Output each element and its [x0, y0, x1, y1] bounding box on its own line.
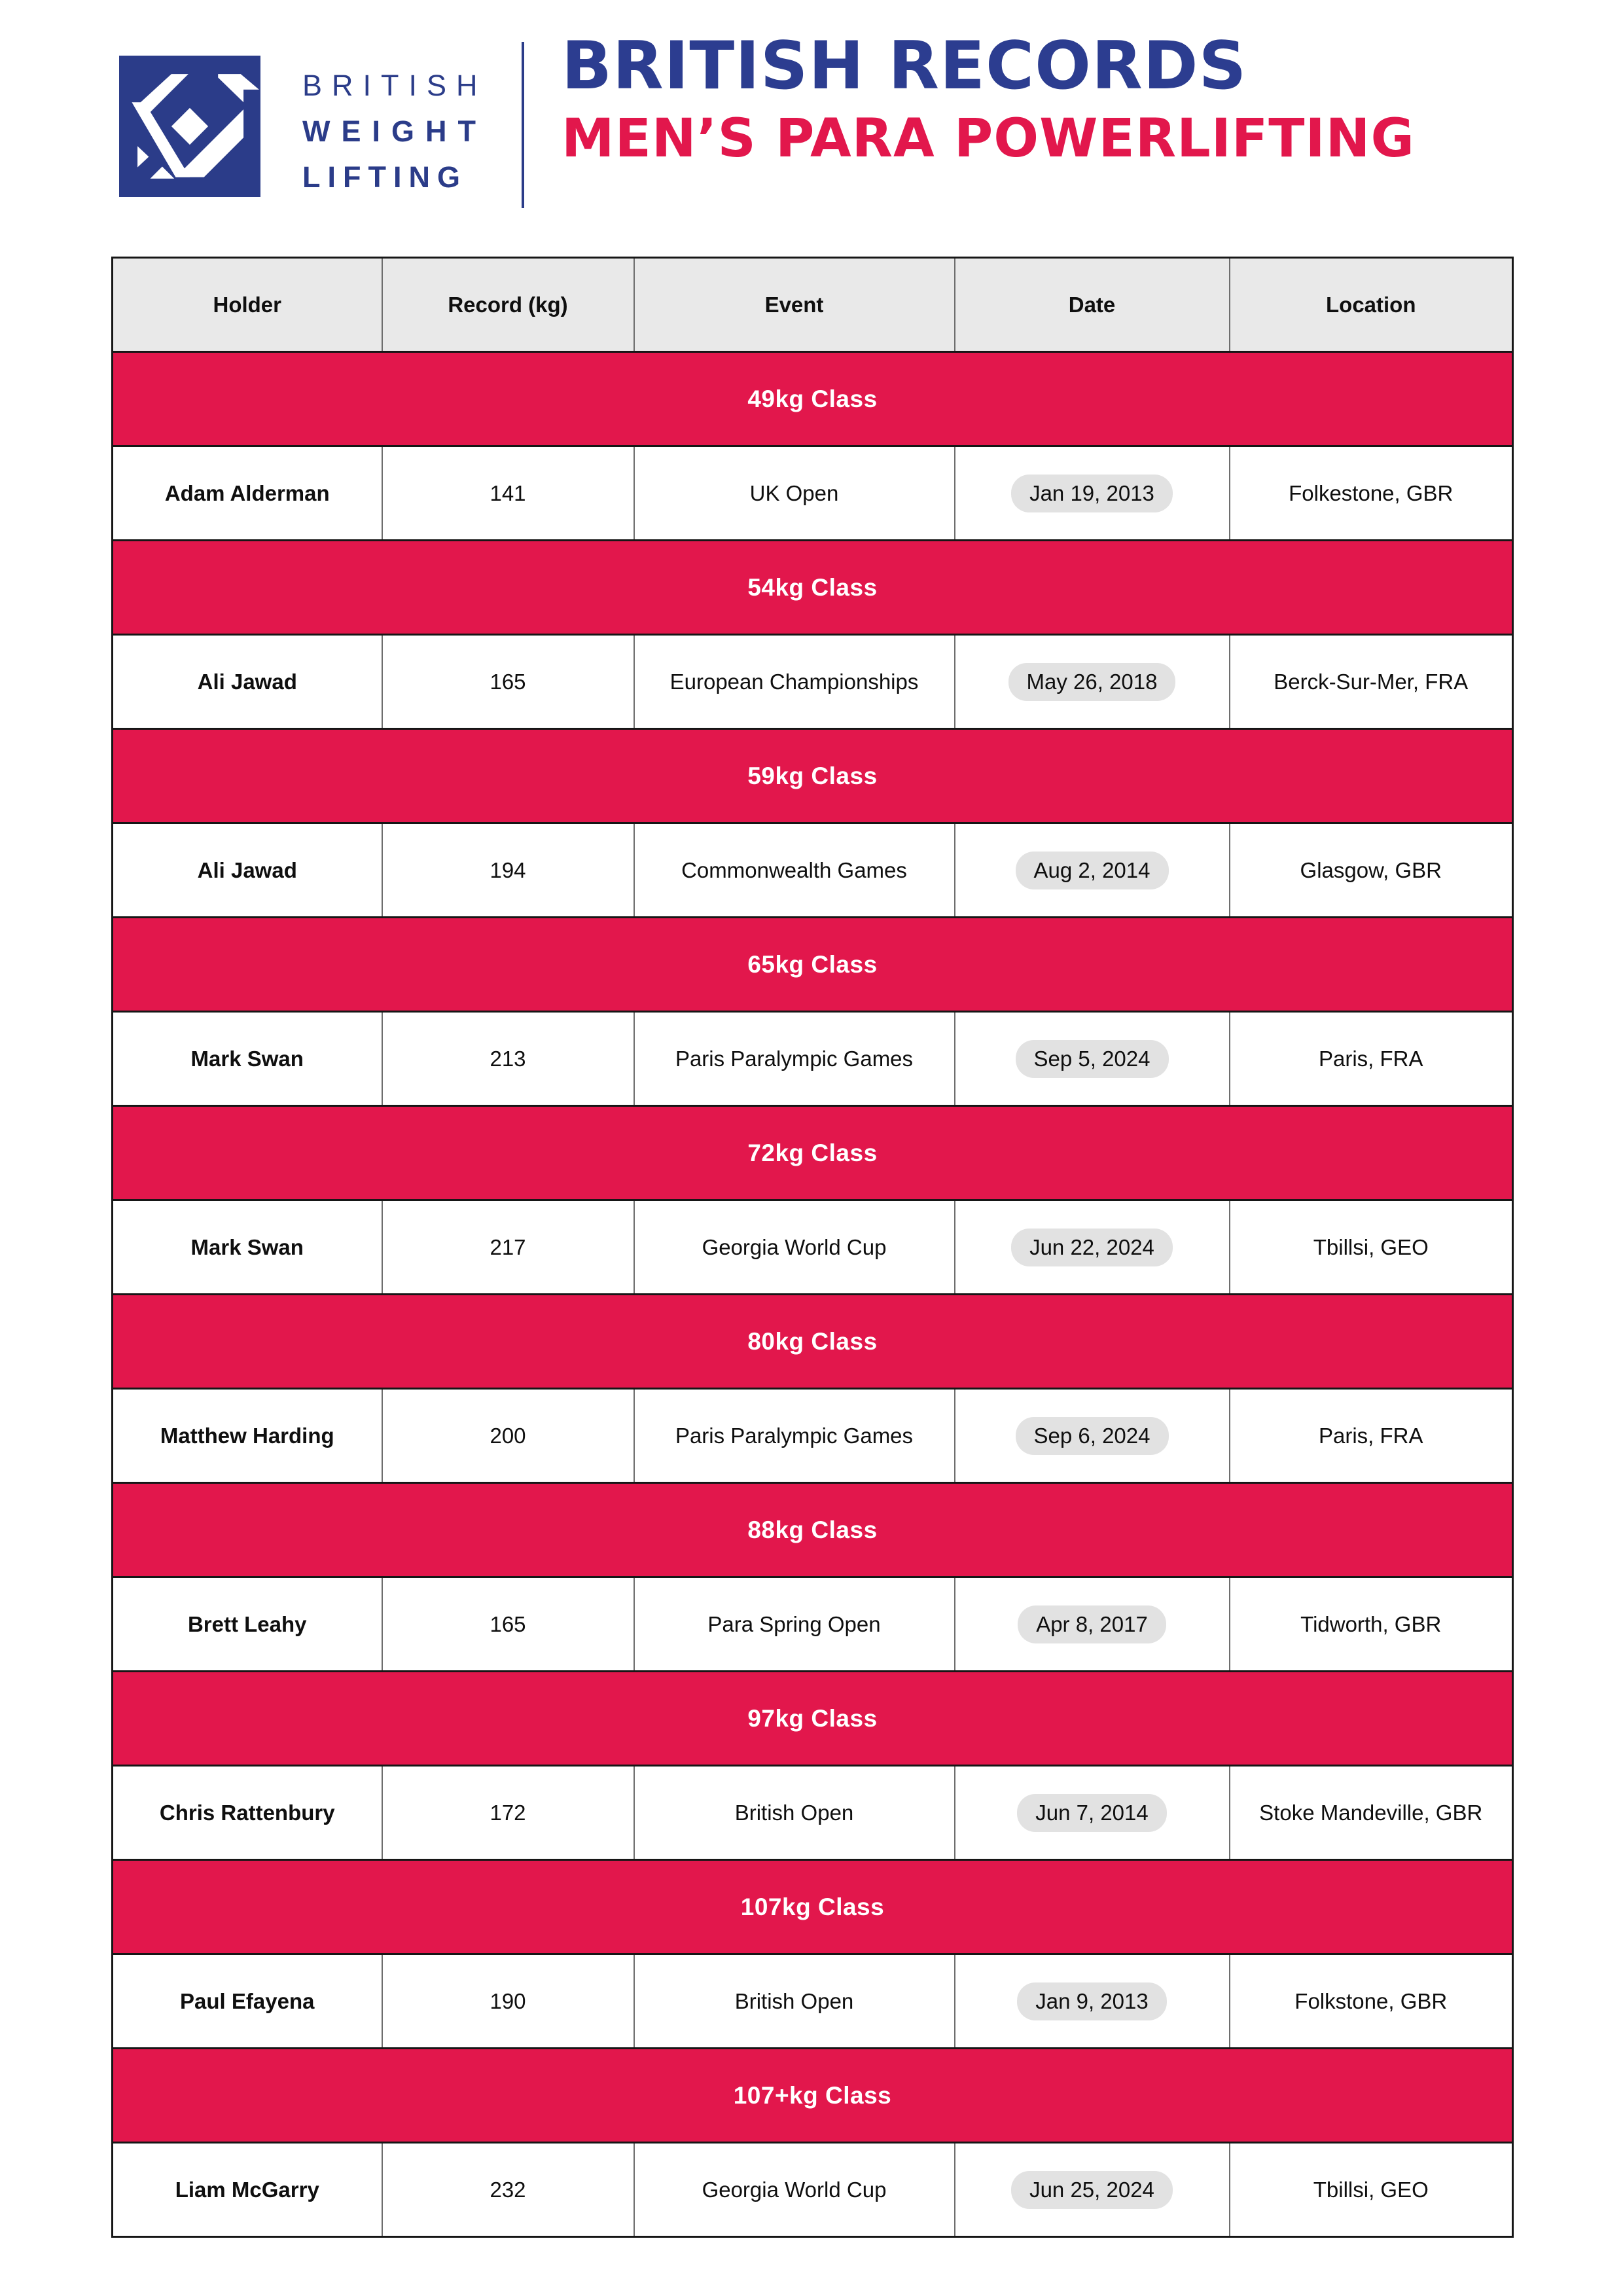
class-band-49kg: 49kg Class: [111, 351, 1514, 447]
column-header-date: Date: [954, 257, 1230, 353]
event-cell: Para Spring Open: [633, 1576, 955, 1672]
wordmark-line-british: BRITISH: [302, 69, 488, 102]
class-band-54kg: 54kg Class: [111, 539, 1514, 636]
record-row-88kg: Brett Leahy 165 Para Spring Open Apr 8, …: [111, 1576, 1514, 1672]
bwl-wordmark: BRITISH WEIGHT LIFTING: [302, 63, 488, 200]
date-cell: Jan 19, 2013: [954, 445, 1230, 541]
location-cell: Tbillsi, GEO: [1228, 2142, 1514, 2238]
wordmark-line-weight: WEIGHT: [302, 115, 487, 148]
class-band-88kg: 88kg Class: [111, 1482, 1514, 1578]
date-pill: Jan 19, 2013: [1011, 474, 1173, 512]
date-pill: Jun 25, 2024: [1011, 2170, 1173, 2209]
column-header-location: Location: [1228, 257, 1514, 353]
location-cell: Glasgow, GBR: [1228, 822, 1514, 918]
event-cell: Paris Paralympic Games: [633, 1011, 955, 1107]
record-row-59kg: Ali Jawad 194 Commonwealth Games Aug 2, …: [111, 822, 1514, 918]
holder-cell: Chris Rattenbury: [111, 1765, 383, 1861]
date-cell: Jun 25, 2024: [954, 2142, 1230, 2238]
date-cell: Jan 9, 2013: [954, 1953, 1230, 2049]
date-pill: Jan 9, 2013: [1017, 1982, 1167, 2020]
date-pill: Sep 6, 2024: [1015, 1416, 1169, 1455]
header-divider: [522, 42, 524, 208]
date-cell: Apr 8, 2017: [954, 1576, 1230, 1672]
event-cell: Commonwealth Games: [633, 822, 955, 918]
date-cell: May 26, 2018: [954, 634, 1230, 730]
date-cell: Sep 5, 2024: [954, 1011, 1230, 1107]
record-row-97kg: Chris Rattenbury 172 British Open Jun 7,…: [111, 1765, 1514, 1861]
record-cell: 232: [381, 2142, 635, 2238]
record-row-72kg: Mark Swan 217 Georgia World Cup Jun 22, …: [111, 1199, 1514, 1295]
date-pill: Aug 2, 2014: [1015, 851, 1169, 889]
holder-cell: Mark Swan: [111, 1199, 383, 1295]
class-band-97kg: 97kg Class: [111, 1670, 1514, 1767]
column-header-record: Record (kg): [381, 257, 635, 353]
location-cell: Folkstone, GBR: [1228, 1953, 1514, 2049]
event-cell: Georgia World Cup: [633, 2142, 955, 2238]
record-cell: 141: [381, 445, 635, 541]
title-block: BRITISH RECORDS MEN’S PARA POWERLIFTING: [562, 26, 1415, 170]
holder-cell: Ali Jawad: [111, 822, 383, 918]
event-cell: Paris Paralympic Games: [633, 1388, 955, 1484]
page-title: BRITISH RECORDS: [562, 27, 1247, 104]
location-cell: Tidworth, GBR: [1228, 1576, 1514, 1672]
record-row-80kg: Matthew Harding 200 Paris Paralympic Gam…: [111, 1388, 1514, 1484]
page-subtitle: MEN’S PARA POWERLIFTING: [562, 108, 1415, 170]
holder-cell: Ali Jawad: [111, 634, 383, 730]
event-cell: UK Open: [633, 445, 955, 541]
column-header-event: Event: [633, 257, 955, 353]
date-cell: Jun 7, 2014: [954, 1765, 1230, 1861]
event-cell: British Open: [633, 1953, 955, 2049]
date-pill: Apr 8, 2017: [1018, 1605, 1166, 1643]
bwl-logo-mark-icon: [119, 56, 260, 197]
holder-cell: Mark Swan: [111, 1011, 383, 1107]
record-cell: 217: [381, 1199, 635, 1295]
location-cell: Folkestone, GBR: [1228, 445, 1514, 541]
date-pill: Jun 7, 2014: [1017, 1793, 1167, 1832]
record-cell: 190: [381, 1953, 635, 2049]
event-cell: British Open: [633, 1765, 955, 1861]
record-row-65kg: Mark Swan 213 Paris Paralympic Games Sep…: [111, 1011, 1514, 1107]
date-pill: Sep 5, 2024: [1015, 1039, 1169, 1078]
class-band-80kg: 80kg Class: [111, 1293, 1514, 1390]
event-cell: Georgia World Cup: [633, 1199, 955, 1295]
date-pill: Jun 22, 2024: [1011, 1228, 1173, 1266]
record-row-107pluskg: Liam McGarry 232 Georgia World Cup Jun 2…: [111, 2142, 1514, 2238]
date-cell: Jun 22, 2024: [954, 1199, 1230, 1295]
class-band-59kg: 59kg Class: [111, 728, 1514, 824]
record-cell: 213: [381, 1011, 635, 1107]
location-cell: Stoke Mandeville, GBR: [1228, 1765, 1514, 1861]
location-cell: Berck-Sur-Mer, FRA: [1228, 634, 1514, 730]
page-header: BRITISH WEIGHT LIFTING BRITISH RECORDS M…: [0, 0, 1623, 257]
record-row-49kg: Adam Alderman 141 UK Open Jan 19, 2013 F…: [111, 445, 1514, 541]
column-header-row: Holder Record (kg) Event Date Location: [111, 257, 1514, 353]
location-cell: Paris, FRA: [1228, 1388, 1514, 1484]
location-cell: Paris, FRA: [1228, 1011, 1514, 1107]
record-row-54kg: Ali Jawad 165 European Championships May…: [111, 634, 1514, 730]
class-band-107kg: 107kg Class: [111, 1859, 1514, 1955]
event-cell: European Championships: [633, 634, 955, 730]
holder-cell: Matthew Harding: [111, 1388, 383, 1484]
record-cell: 194: [381, 822, 635, 918]
wordmark-line-lifting: LIFTING: [302, 160, 467, 194]
class-band-65kg: 65kg Class: [111, 916, 1514, 1013]
class-band-72kg: 72kg Class: [111, 1105, 1514, 1201]
holder-cell: Adam Alderman: [111, 445, 383, 541]
date-pill: May 26, 2018: [1008, 662, 1176, 701]
records-table: Holder Record (kg) Event Date Location 4…: [111, 257, 1514, 2238]
record-row-107kg: Paul Efayena 190 British Open Jan 9, 201…: [111, 1953, 1514, 2049]
record-cell: 200: [381, 1388, 635, 1484]
holder-cell: Brett Leahy: [111, 1576, 383, 1672]
holder-cell: Liam McGarry: [111, 2142, 383, 2238]
record-cell: 165: [381, 1576, 635, 1672]
record-cell: 172: [381, 1765, 635, 1861]
location-cell: Tbillsi, GEO: [1228, 1199, 1514, 1295]
class-band-107pluskg: 107+kg Class: [111, 2047, 1514, 2144]
holder-cell: Paul Efayena: [111, 1953, 383, 2049]
date-cell: Aug 2, 2014: [954, 822, 1230, 918]
record-cell: 165: [381, 634, 635, 730]
date-cell: Sep 6, 2024: [954, 1388, 1230, 1484]
column-header-holder: Holder: [111, 257, 383, 353]
